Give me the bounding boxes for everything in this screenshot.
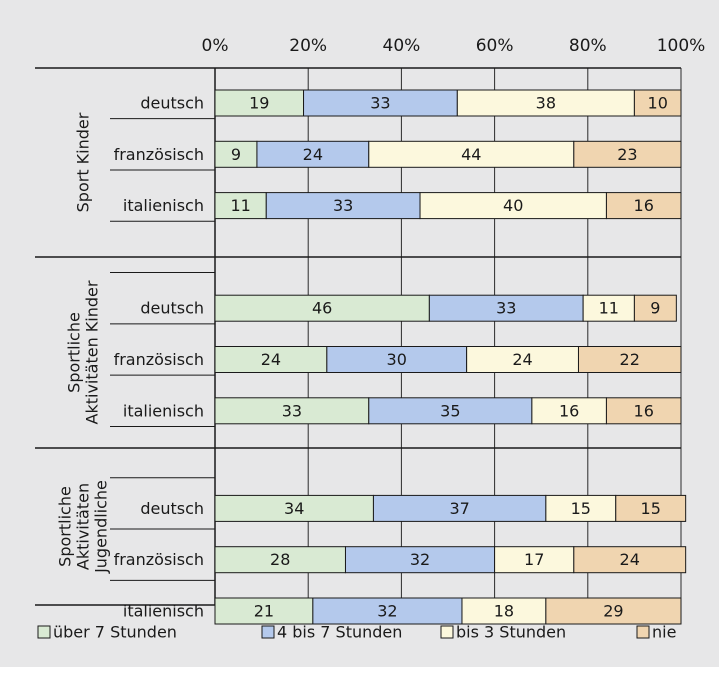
category-label: deutsch	[140, 499, 204, 518]
data-label: 24	[303, 145, 323, 164]
data-label: 10	[648, 94, 668, 113]
bar-segment	[419, 192, 607, 220]
bar-segment	[256, 140, 370, 168]
data-label: 15	[641, 499, 661, 518]
legend-label: über 7 Stunden	[53, 623, 177, 642]
bar-segment	[326, 346, 468, 373]
bar-segment	[633, 294, 677, 322]
bar-segment	[312, 597, 463, 625]
data-label: 32	[377, 602, 397, 621]
data-label: 33	[496, 299, 516, 318]
bar-segment	[214, 89, 305, 117]
category-label: deutsch	[140, 94, 204, 113]
group-label: Sportliche	[65, 312, 84, 393]
data-label: 18	[494, 602, 514, 621]
category-label: deutsch	[140, 299, 204, 318]
data-label: 11	[230, 196, 250, 215]
data-label: 21	[254, 602, 274, 621]
data-label: 15	[571, 499, 591, 518]
legend-swatch	[37, 625, 51, 639]
category-label: italienisch	[123, 602, 204, 621]
data-label: 30	[387, 350, 407, 369]
legend-swatch	[636, 625, 650, 639]
group-label: Sportliche	[56, 486, 75, 567]
data-label: 9	[650, 299, 660, 318]
data-label: 32	[410, 550, 430, 569]
bar-segment	[303, 89, 458, 117]
data-label: 38	[536, 94, 556, 113]
x-tick-label: 20%	[289, 36, 327, 56]
legend-label: nie	[652, 623, 676, 642]
data-label: 28	[270, 550, 290, 569]
bar-segment	[577, 346, 682, 373]
bar-segment	[494, 546, 575, 574]
data-label: 23	[617, 145, 637, 164]
x-tick-label: 100%	[657, 36, 706, 56]
bar-segment	[214, 294, 430, 322]
bar-segment	[214, 346, 328, 373]
bar-segment	[456, 89, 635, 117]
x-tick-label: 80%	[569, 36, 607, 56]
bar-segment	[466, 346, 579, 373]
data-label: 33	[282, 401, 302, 420]
category-label: italienisch	[123, 196, 204, 215]
data-label: 34	[284, 499, 304, 518]
data-label: 24	[620, 550, 640, 569]
category-label: italienisch	[123, 401, 204, 420]
data-label: 40	[503, 196, 523, 215]
bar-segment	[214, 546, 346, 574]
legend-swatch	[261, 625, 275, 639]
category-label: französisch	[114, 145, 204, 164]
bar-segment	[214, 397, 370, 425]
bar-segment	[633, 89, 682, 117]
data-label: 9	[231, 145, 241, 164]
bar-segment	[214, 494, 374, 522]
data-label: 44	[461, 145, 481, 164]
data-label: 16	[634, 401, 654, 420]
x-tick-label: 0%	[202, 36, 229, 56]
x-tick-label: 60%	[476, 36, 514, 56]
data-label: 16	[559, 401, 579, 420]
bar-segment	[605, 397, 682, 425]
data-label: 33	[333, 196, 353, 215]
data-label: 33	[370, 94, 390, 113]
data-label: 37	[449, 499, 469, 518]
data-label: 24	[261, 350, 281, 369]
bar-segment	[605, 192, 682, 220]
data-label: 17	[524, 550, 544, 569]
group-label: Aktivitäten Kinder	[83, 280, 102, 424]
bar-segment	[214, 597, 314, 625]
legend-label: 4 bis 7 Stunden	[277, 623, 402, 642]
data-label: 35	[440, 401, 460, 420]
bar-segment	[265, 192, 421, 220]
data-label: 11	[599, 299, 619, 318]
data-label: 24	[512, 350, 532, 369]
group-label: Jugendliche	[92, 480, 111, 574]
bar-segment	[428, 294, 584, 322]
bar-segment	[545, 597, 682, 625]
category-label: französisch	[114, 550, 204, 569]
data-label: 22	[620, 350, 640, 369]
data-label: 16	[634, 196, 654, 215]
bar-segment	[344, 546, 496, 574]
bar-segment	[615, 494, 687, 522]
data-label: 19	[249, 94, 269, 113]
group-label: Sport Kinder	[74, 112, 93, 212]
bar-segment	[531, 397, 607, 425]
bar-segment	[372, 494, 547, 522]
legend-label: bis 3 Stunden	[456, 623, 566, 642]
legend-swatch	[440, 625, 454, 639]
bar-segment	[573, 546, 687, 574]
bar-segment	[368, 397, 533, 425]
category-label: französisch	[114, 350, 204, 369]
data-label: 46	[312, 299, 332, 318]
bar-segment	[545, 494, 617, 522]
data-label: 29	[603, 602, 623, 621]
bar-segment	[573, 140, 682, 168]
group-label: Aktivitäten	[74, 483, 93, 570]
x-tick-label: 40%	[383, 36, 421, 56]
